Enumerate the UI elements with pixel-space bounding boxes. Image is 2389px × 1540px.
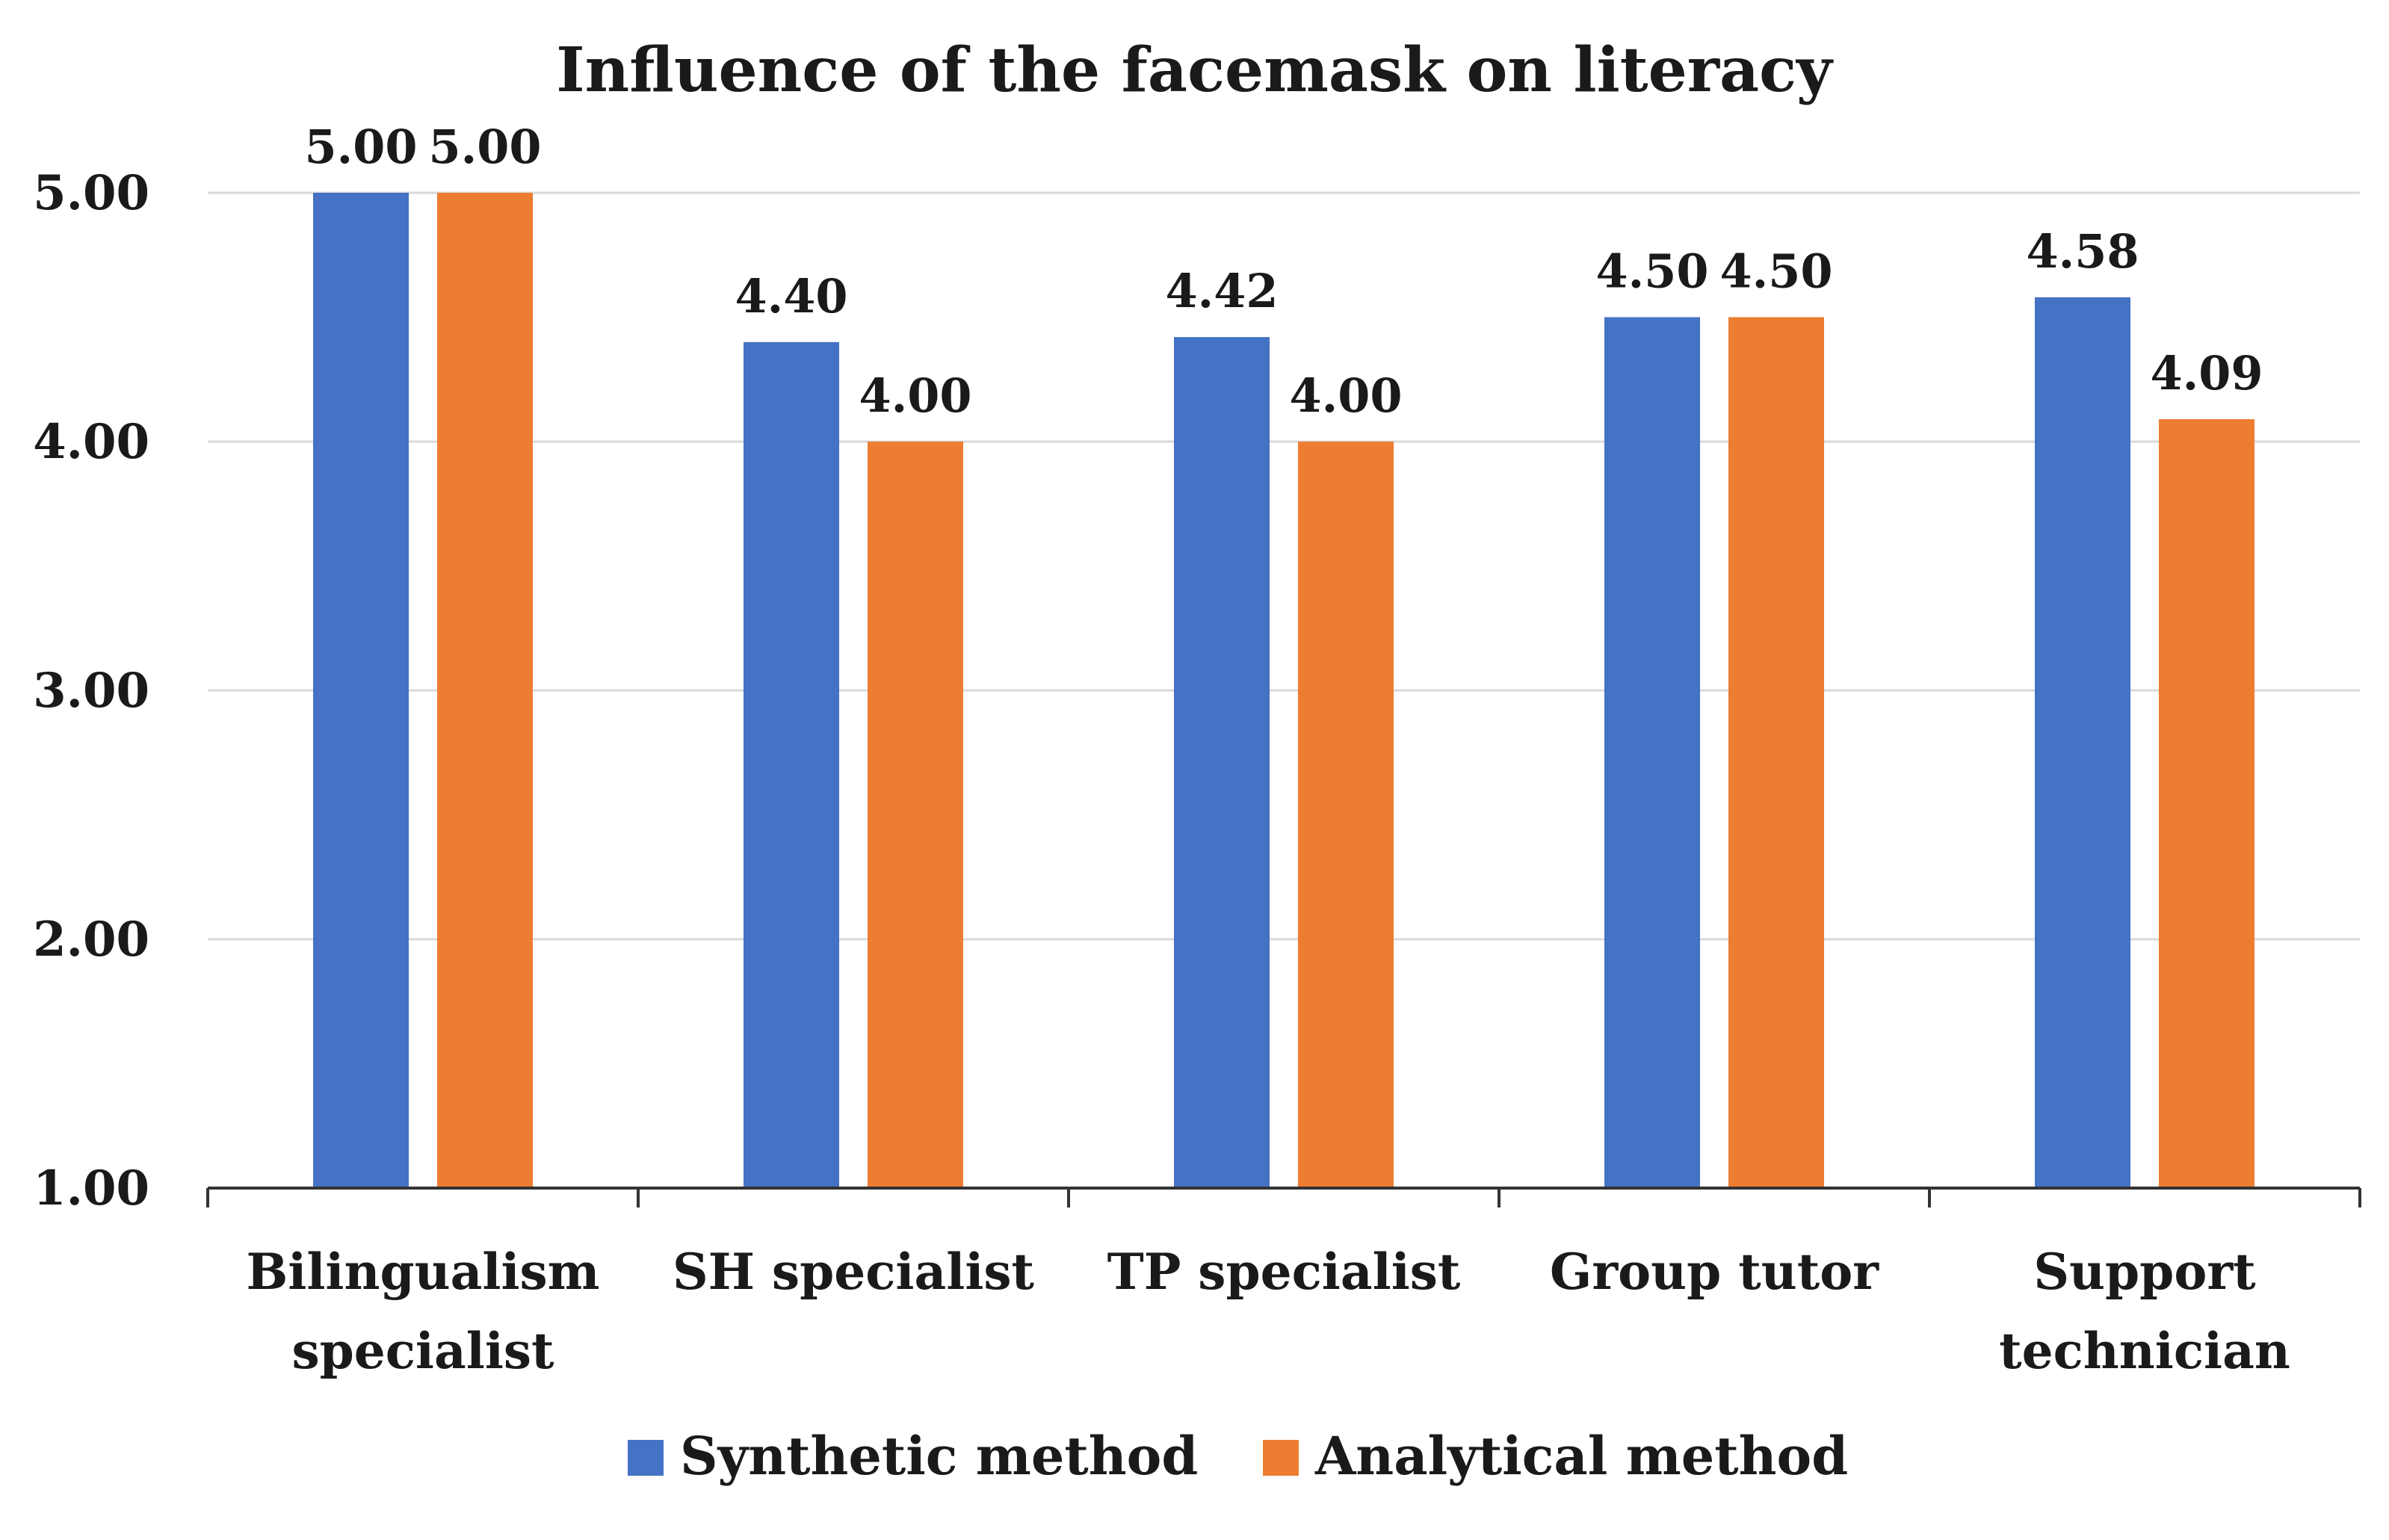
bars — [313, 193, 2254, 1188]
x-category-label: SH specialist — [673, 1243, 1035, 1301]
data-label: 5.00 — [428, 120, 541, 174]
data-label: 4.40 — [735, 269, 847, 324]
data-label: 4.00 — [859, 368, 971, 423]
legend-label: Synthetic method — [680, 1425, 1198, 1487]
bar-analytical — [868, 442, 963, 1188]
y-tick-label: 1.00 — [33, 1160, 149, 1216]
legend-label: Analytical method — [1314, 1425, 1848, 1487]
data-label: 4.09 — [2150, 346, 2263, 401]
data-label: 4.58 — [2026, 224, 2139, 279]
legend: Synthetic method Analytical method — [628, 1425, 1848, 1487]
legend-swatch-analytical — [1263, 1440, 1299, 1476]
data-label: 4.50 — [1719, 244, 1832, 299]
y-tick-label: 3.00 — [33, 663, 149, 719]
axes: 1.00 2.00 3.00 4.00 5.00 Bilingualism speciali… — [33, 165, 2361, 1380]
chart-title: Influence of the facemask on literacy — [556, 34, 1834, 106]
y-tick-label: 2.00 — [33, 912, 149, 968]
data-label: 4.42 — [1165, 264, 1278, 318]
x-category-label: Group tutor — [1550, 1243, 1879, 1301]
bar-analytical — [437, 193, 533, 1188]
bar-synthetic — [744, 341, 839, 1188]
bar-synthetic — [313, 193, 409, 1188]
data-label: 5.00 — [304, 120, 417, 174]
x-category-label: Support — [2033, 1243, 2256, 1301]
y-tick-label: 4.00 — [33, 414, 149, 470]
x-category-label: technician — [1999, 1322, 2290, 1380]
bar-synthetic — [2035, 297, 2130, 1188]
x-category-label: TP specialist — [1107, 1243, 1461, 1301]
y-tick-label: 5.00 — [33, 165, 149, 221]
bar-synthetic — [1174, 337, 1270, 1188]
gridlines — [208, 191, 2360, 941]
data-labels: 5.00 5.004.404.004.424.004.50 4.50 4.584.09 — [304, 120, 2263, 423]
data-label: 4.00 — [1289, 368, 1402, 423]
bar-analytical — [1728, 317, 1824, 1188]
x-category-label: Bilingualism — [246, 1243, 599, 1301]
bar-analytical — [1298, 442, 1394, 1188]
data-label: 4.50 — [1595, 244, 1708, 299]
x-category-label: specialist — [291, 1322, 554, 1380]
bar-analytical — [2159, 419, 2254, 1188]
legend-swatch-synthetic — [628, 1440, 664, 1476]
bar-synthetic — [1604, 317, 1700, 1188]
